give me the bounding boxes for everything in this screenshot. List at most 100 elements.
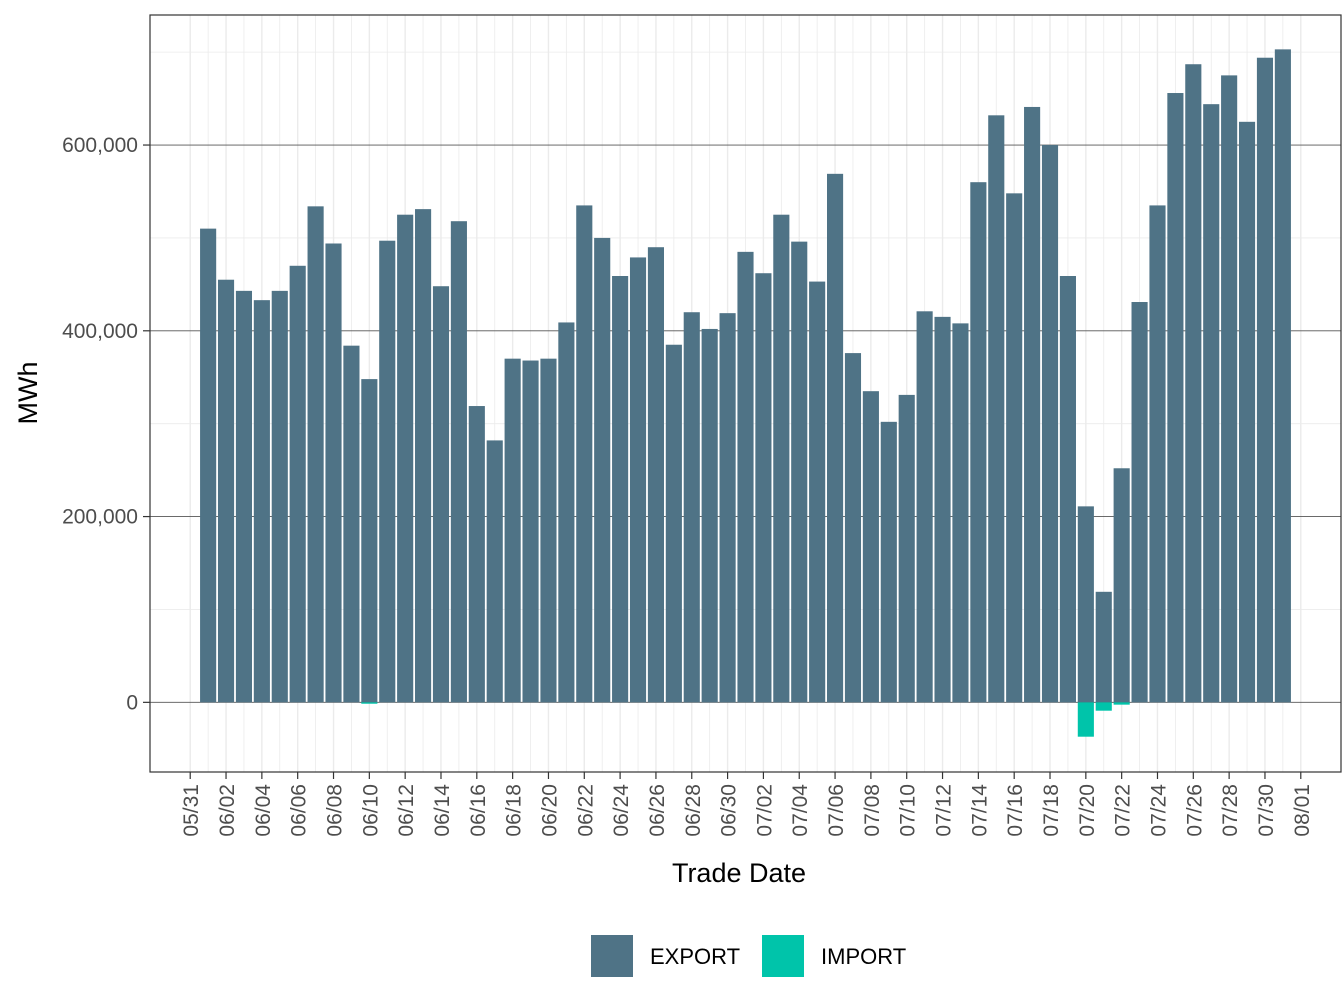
export-bar	[522, 360, 539, 703]
x-tick-label: 06/22	[574, 784, 597, 837]
export-bar	[450, 221, 467, 703]
y-tick-label: 200,000	[62, 506, 138, 529]
export-bar	[916, 311, 933, 703]
x-tick-label: 06/08	[324, 784, 347, 837]
legend-label-import: IMPORT	[821, 944, 906, 969]
y-tick-label: 0	[126, 691, 138, 714]
export-bar	[1149, 205, 1166, 703]
export-bar	[558, 322, 575, 703]
x-tick-label: 06/16	[467, 784, 490, 837]
x-tick-label: 06/18	[503, 784, 526, 837]
export-bar	[898, 394, 915, 703]
legend-swatch-export	[591, 935, 633, 977]
import-bar	[1113, 702, 1130, 705]
export-bar	[755, 273, 772, 703]
export-bar	[629, 257, 647, 703]
export-bar	[217, 279, 235, 703]
panel-border	[149, 14, 1342, 773]
x-tick-label: 06/24	[610, 784, 633, 837]
x-tick-label: 07/06	[825, 784, 848, 837]
y-tick-label: 600,000	[62, 134, 138, 157]
x-tick-label: 07/12	[933, 784, 956, 837]
x-tick-label: 07/22	[1112, 784, 1135, 837]
export-bar	[647, 247, 664, 703]
export-bar	[683, 312, 700, 703]
import-bars	[361, 702, 1130, 737]
export-bar	[379, 240, 396, 703]
x-tick-label: 06/30	[718, 784, 741, 837]
export-bar	[827, 173, 844, 703]
y-tick-label: 400,000	[62, 320, 138, 343]
export-bar	[1185, 64, 1202, 703]
export-bar	[880, 421, 897, 703]
export-bar	[1256, 57, 1274, 703]
export-bar	[415, 209, 432, 703]
x-tick-label: 06/12	[395, 784, 418, 837]
export-bar	[701, 328, 718, 703]
x-tick-label: 07/08	[861, 784, 884, 837]
x-tick-label: 07/30	[1255, 784, 1278, 837]
export-bar	[594, 237, 611, 703]
x-tick-label: 07/28	[1219, 784, 1242, 837]
export-bar	[1221, 75, 1238, 703]
import-bar	[1077, 702, 1094, 737]
x-tick-label: 07/10	[897, 784, 920, 837]
export-bar	[1059, 276, 1076, 703]
x-tick-label: 06/10	[359, 784, 382, 837]
export-bar	[1024, 106, 1041, 703]
x-tick-label: 06/20	[538, 784, 561, 837]
export-bar	[576, 205, 593, 703]
export-bar	[540, 358, 557, 703]
export-bar	[361, 379, 378, 703]
x-tick-label: 08/01	[1291, 784, 1314, 837]
export-bar	[809, 281, 826, 703]
export-bar	[1167, 93, 1184, 703]
export-bar	[432, 286, 450, 703]
export-bar	[1041, 145, 1059, 703]
export-bar	[289, 265, 306, 703]
export-bar	[253, 300, 270, 703]
x-tick-label: 07/14	[968, 784, 991, 837]
export-bar	[486, 440, 503, 703]
x-tick-label: 06/06	[288, 784, 311, 837]
export-bar	[773, 214, 790, 703]
export-bar	[504, 358, 521, 703]
export-bar	[665, 344, 682, 703]
export-bar	[1274, 49, 1291, 703]
legend-swatch-import	[762, 935, 804, 977]
export-bar	[200, 228, 217, 703]
x-tick-label: 07/02	[753, 784, 776, 837]
x-tick-label: 07/16	[1004, 784, 1027, 837]
export-bar	[934, 316, 951, 703]
export-bar	[612, 276, 629, 703]
export-bar	[1113, 468, 1130, 703]
export-bar	[952, 323, 969, 703]
export-bar	[271, 290, 288, 703]
x-tick-label: 07/26	[1183, 784, 1206, 837]
export-bar	[737, 251, 754, 703]
export-bars	[200, 49, 1291, 703]
export-bar	[325, 243, 342, 703]
x-tick-label: 07/24	[1147, 784, 1170, 837]
import-bar	[361, 702, 378, 704]
export-bar	[970, 182, 987, 703]
x-tick-label: 07/04	[789, 784, 812, 837]
import-bar	[1095, 702, 1112, 711]
export-bar	[844, 353, 862, 703]
export-bar	[1095, 591, 1112, 703]
export-bar	[343, 345, 360, 703]
x-tick-label: 07/20	[1076, 784, 1099, 837]
export-bar	[397, 214, 414, 703]
export-bar	[468, 406, 485, 703]
export-bar	[235, 290, 253, 703]
export-bar	[988, 115, 1005, 703]
x-tick-label: 06/26	[646, 784, 669, 837]
x-tick-label: 07/18	[1040, 784, 1063, 837]
export-bar	[1006, 193, 1023, 703]
legend-label-export: EXPORT	[650, 944, 740, 969]
export-bar	[862, 391, 879, 703]
x-axis: 05/31 06/02 06/04 06/06 06/08 06/10 06/12 06/14…	[180, 772, 1314, 837]
x-axis-title: Trade Date	[672, 858, 806, 888]
x-tick-label: 06/02	[216, 784, 239, 837]
